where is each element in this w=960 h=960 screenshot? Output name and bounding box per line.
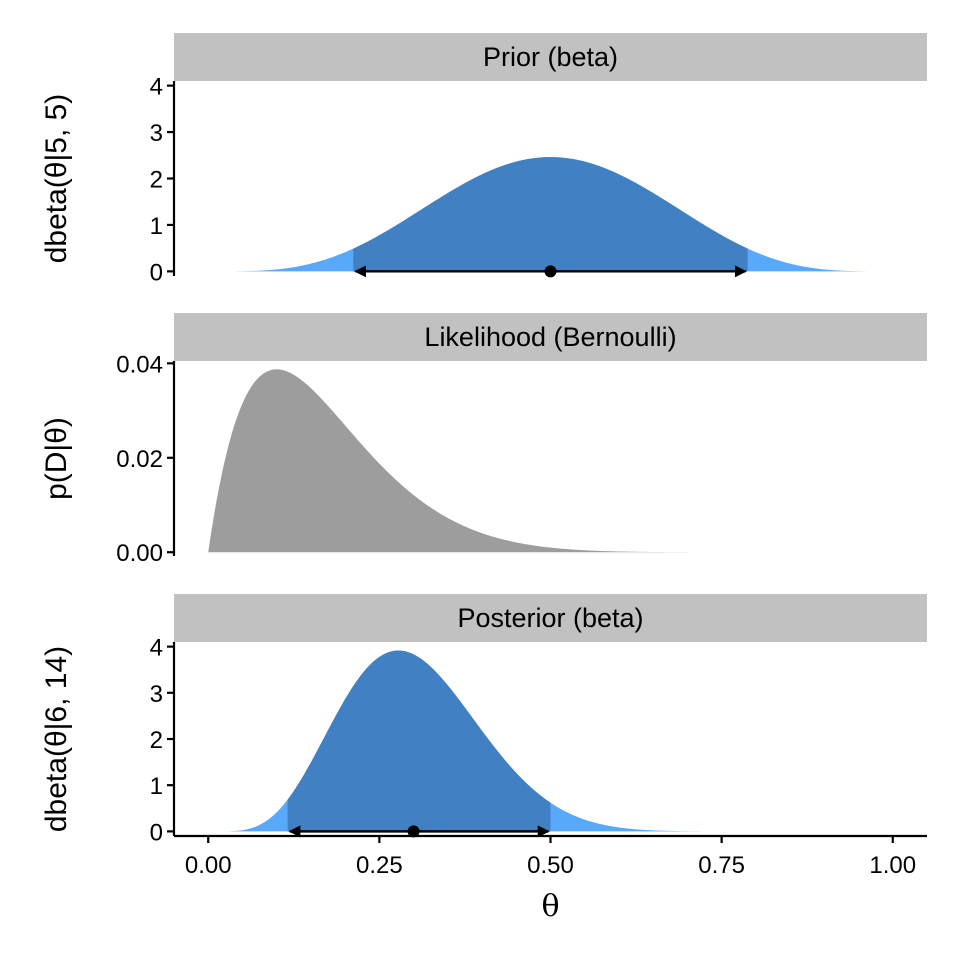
y-tick-label: 2: [150, 727, 163, 754]
y-axis-label: dbeta(θ|5, 5): [40, 94, 73, 264]
x-axis: 0.00 0.25 0.50 0.75 1.00 θ: [174, 834, 927, 924]
x-tick-label: 1.00: [869, 852, 916, 879]
point-estimate: [407, 825, 420, 838]
y-tick-label: 0.02: [116, 446, 163, 473]
panel-3: Posterior (beta) 0 1 2 3 4 dbeta(θ|6, 14): [40, 594, 927, 846]
x-tick-label: 0.50: [527, 852, 574, 879]
panel-2: Likelihood (Bernoulli) 0.00 0.02 0.04 p(D|θ): [40, 313, 927, 567]
y-tick-label: 3: [150, 681, 163, 708]
y-tick-label: 4: [150, 74, 163, 101]
facet-strip: [174, 313, 927, 361]
y-axis-label: p(D|θ): [40, 417, 73, 500]
facet-strip: [174, 33, 927, 81]
y-tick-label: 0: [150, 259, 163, 286]
density-area: [208, 369, 688, 553]
x-tick-label: 0.25: [356, 852, 403, 879]
y-axis-label: dbeta(θ|6, 14): [40, 646, 73, 832]
y-tick-label: 0.04: [116, 351, 163, 378]
facet-strip: [174, 594, 927, 642]
x-tick-label: 0.75: [698, 852, 745, 879]
y-tick-label: 1: [150, 773, 163, 800]
y-tick-label: 1: [150, 213, 163, 240]
panel-1: Prior (beta) 0 1 2 3 4 dbeta(θ|5, 5): [40, 33, 927, 286]
x-tick-label: 0.00: [185, 852, 232, 879]
x-axis-label: θ: [541, 889, 559, 924]
y-tick-label: 4: [150, 635, 163, 662]
y-tick-label: 0.00: [116, 540, 163, 567]
facet-title: Posterior (beta): [457, 603, 643, 633]
y-tick-label: 0: [150, 819, 163, 846]
y-tick-label: 2: [150, 167, 163, 194]
facet-title: Likelihood (Bernoulli): [424, 322, 676, 352]
facet-title: Prior (beta): [483, 42, 618, 72]
point-estimate: [544, 265, 557, 278]
credible-interval-area: [287, 650, 551, 832]
y-tick-label: 3: [150, 120, 163, 147]
credible-interval-area: [353, 157, 748, 272]
panels-layer: Prior (beta) 0 1 2 3 4 dbeta(θ|5, 5) Likelihood…: [40, 33, 927, 846]
